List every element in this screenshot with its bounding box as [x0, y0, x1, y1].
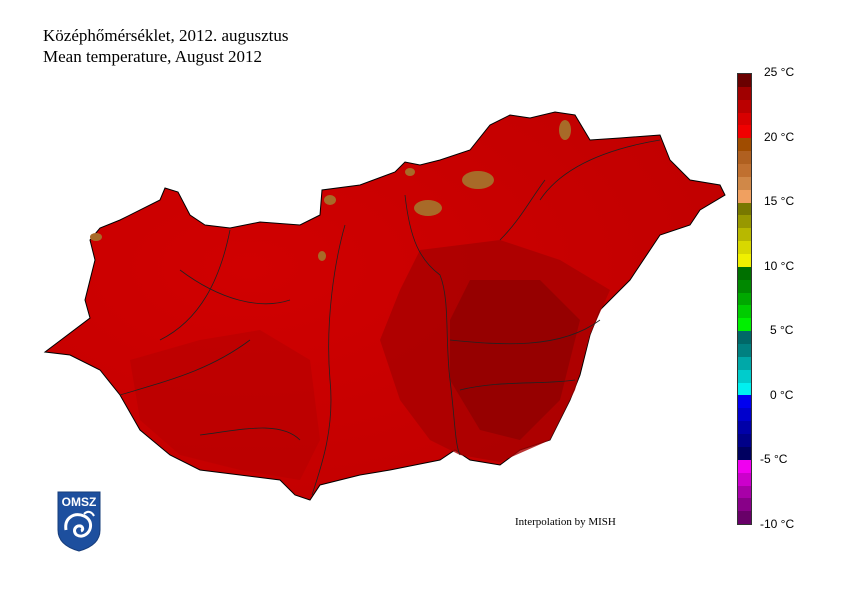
color-scale-step — [738, 176, 751, 190]
color-scale-step — [738, 511, 751, 525]
color-scale-step — [738, 472, 751, 486]
transdanubia-warm-zone — [130, 330, 320, 480]
color-scale-step — [738, 434, 751, 447]
color-scale-step — [738, 266, 751, 280]
color-scale-tick-label: 0 °C — [770, 387, 794, 402]
color-scale-step — [738, 241, 751, 255]
color-scale-tick-label: 25 °C — [764, 65, 795, 79]
color-scale-step — [738, 459, 751, 473]
color-scale-tick-label: -10 °C — [760, 517, 795, 531]
color-scale-step — [738, 331, 751, 345]
color-scale-bar — [737, 73, 752, 525]
color-scale-step — [738, 369, 751, 383]
hungary-outline — [43, 111, 726, 501]
color-scale-step — [738, 254, 751, 267]
color-scale-tick-label: 20 °C — [764, 129, 795, 144]
warmest-zone — [450, 280, 580, 440]
title-hungarian: Középhőmérséklet, 2012. augusztus — [43, 26, 289, 45]
color-scale-step — [738, 99, 751, 113]
color-scale-tick-label: 15 °C — [764, 194, 795, 209]
color-scale-step — [738, 498, 751, 512]
color-scale-tick-label: 10 °C — [764, 258, 795, 273]
color-scale-step — [738, 164, 751, 177]
color-scale-tick-label: -5 °C — [760, 452, 788, 467]
color-scale-step — [738, 202, 751, 216]
color-scale-step — [738, 344, 751, 357]
highlands — [90, 120, 571, 261]
color-scale-step — [738, 305, 751, 319]
color-scale-step — [738, 86, 751, 100]
color-scale-step — [738, 408, 751, 422]
wave-swirl-icon — [64, 513, 92, 538]
color-scale-step — [738, 395, 751, 409]
color-scale-step — [738, 228, 751, 242]
color-scale-step — [738, 318, 751, 332]
county-borders — [119, 139, 661, 496]
color-scale-step — [738, 189, 751, 203]
color-scale-step — [738, 125, 751, 139]
color-scale-step — [738, 279, 751, 293]
color-scale-step — [738, 382, 751, 396]
color-scale-step — [738, 356, 751, 370]
color-scale-step — [738, 215, 751, 229]
color-scale-step — [738, 151, 751, 165]
logo-text: OMSZ — [62, 495, 97, 509]
color-scale-step — [738, 112, 751, 126]
color-scale-step — [738, 74, 751, 87]
color-scale-step — [738, 421, 751, 435]
omsz-logo: OMSZ — [57, 491, 101, 552]
interpolation-credit: Interpolation by MISH — [515, 516, 616, 528]
title-english: Mean temperature, August 2012 — [43, 47, 263, 66]
color-scale-step — [738, 446, 751, 460]
color-scale-step — [738, 292, 751, 306]
color-scale-step — [738, 485, 751, 499]
color-scale-step — [738, 138, 751, 152]
color-scale-tick-label: 5 °C — [770, 323, 794, 338]
